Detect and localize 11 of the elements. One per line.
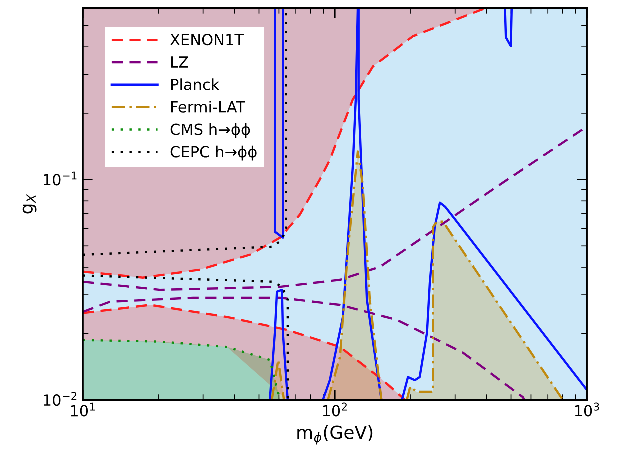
legend-label: Planck [172, 78, 220, 90]
legend-label: CMS h→ϕϕ [170, 123, 250, 138]
legend-label: Fermi-LAT [172, 101, 246, 113]
y-tick-label: 10$^{−1}$ [44, 172, 77, 186]
x-axis-title: m$_{ϕ}$(GeV) [298, 425, 373, 445]
legend-label: XENON1T [170, 34, 244, 46]
x-tick-label: 10$^{3}$ [575, 402, 600, 417]
legend-label: CEPC h→ϕϕ [170, 146, 257, 161]
y-axis-title: g$_{X}$ [22, 194, 37, 214]
legend-label: LZ [172, 56, 188, 68]
x-tick-label: 10$^{2}$ [323, 402, 347, 417]
